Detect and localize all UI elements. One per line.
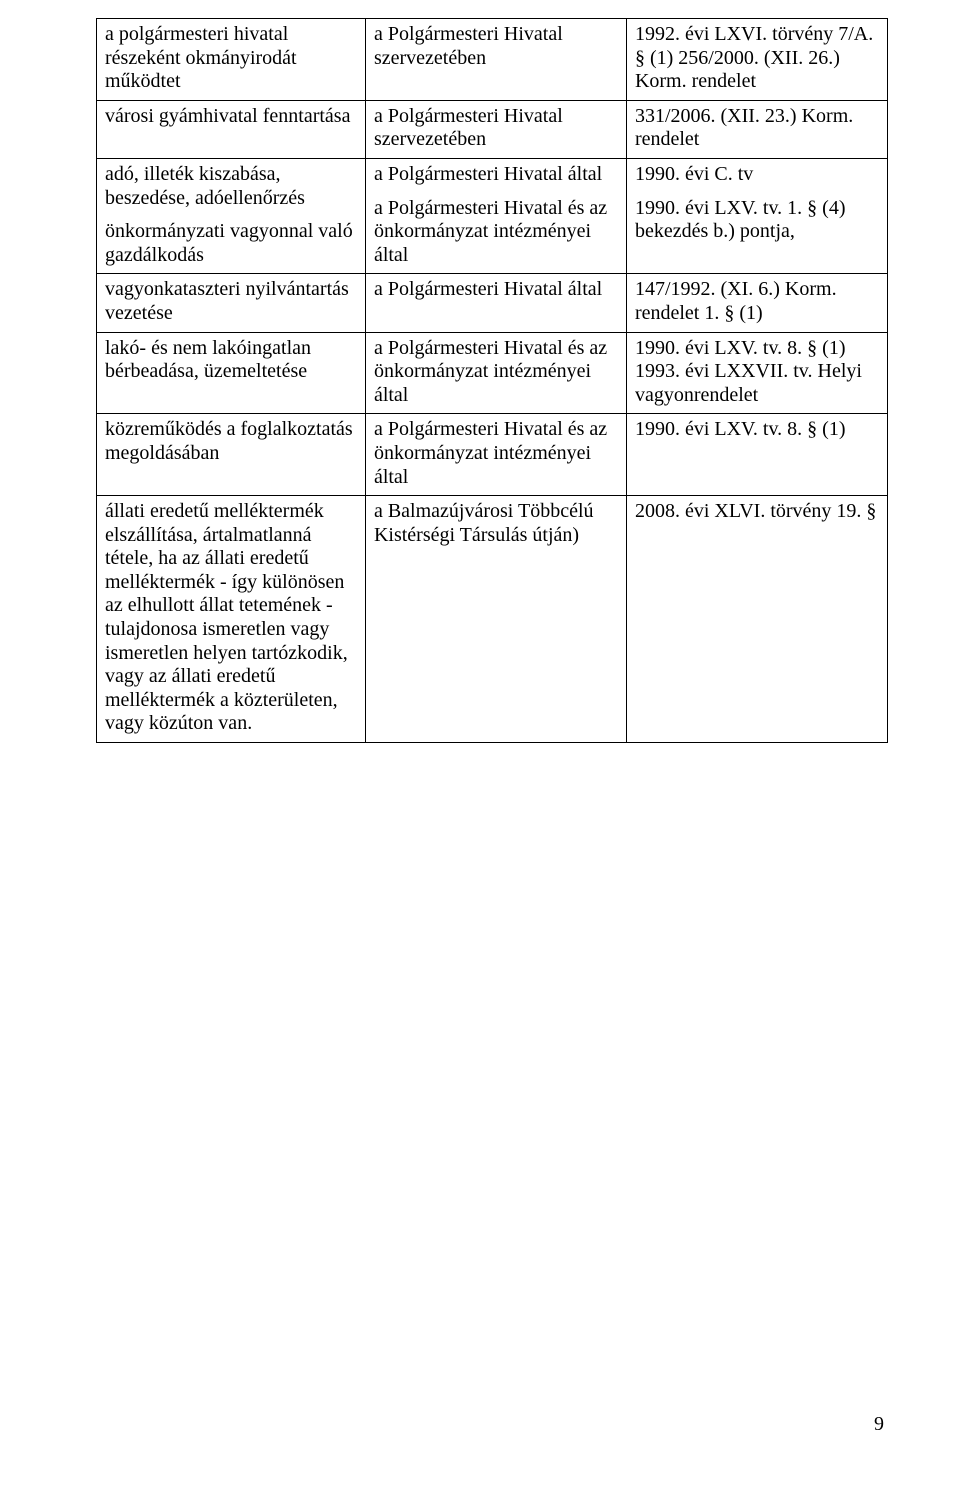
- table-cell: a Polgármesteri Hivatal és az önkormányz…: [365, 332, 626, 414]
- cell-block: a Polgármesteri Hivatal és az önkormányz…: [374, 197, 618, 268]
- table-cell: 2008. évi XLVI. törvény 19. §: [626, 496, 887, 743]
- table-cell: vagyonkataszteri nyilvántartás vezetése: [97, 274, 366, 332]
- table-cell: állati eredetű melléktermék elszállítása…: [97, 496, 366, 743]
- table-cell: a Balmazújvárosi Többcélú Kistérségi Tár…: [365, 496, 626, 743]
- table-cell: 1990. évi C. tv 1990. évi LXV. tv. 1. § …: [626, 158, 887, 273]
- table-cell: városi gyámhivatal fenntartása: [97, 100, 366, 158]
- table-row: lakó- és nem lakóingatlan bérbeadása, üz…: [97, 332, 888, 414]
- table-cell: 331/2006. (XII. 23.) Korm. rendelet: [626, 100, 887, 158]
- table-row: adó, illeték kiszabása, beszedése, adóel…: [97, 158, 888, 273]
- table-cell: 1990. évi LXV. tv. 8. § (1) 1993. évi LX…: [626, 332, 887, 414]
- page-number: 9: [874, 1413, 884, 1436]
- table-cell: 1990. évi LXV. tv. 8. § (1): [626, 414, 887, 496]
- main-table: a polgármesteri hivatal részeként okmány…: [96, 18, 888, 743]
- table-cell: a Polgármesteri Hivatal szervezetében: [365, 19, 626, 101]
- table-cell: a polgármesteri hivatal részeként okmány…: [97, 19, 366, 101]
- table-cell: adó, illeték kiszabása, beszedése, adóel…: [97, 158, 366, 273]
- cell-block: 1990. évi LXV. tv. 1. § (4) bekezdés b.)…: [635, 197, 879, 244]
- table-cell: lakó- és nem lakóingatlan bérbeadása, üz…: [97, 332, 366, 414]
- table-cell: 147/1992. (XI. 6.) Korm. rendelet 1. § (…: [626, 274, 887, 332]
- table-cell: 1992. évi LXVI. törvény 7/A. § (1) 256/2…: [626, 19, 887, 101]
- cell-block: 1990. évi C. tv: [635, 163, 879, 187]
- table-cell: a Polgármesteri Hivatal által a Polgárme…: [365, 158, 626, 273]
- table-cell: a Polgármesteri Hivatal által: [365, 274, 626, 332]
- table-row: a polgármesteri hivatal részeként okmány…: [97, 19, 888, 101]
- table-row: állati eredetű melléktermék elszállítása…: [97, 496, 888, 743]
- table-row: városi gyámhivatal fenntartása a Polgárm…: [97, 100, 888, 158]
- page-container: a polgármesteri hivatal részeként okmány…: [0, 0, 960, 1492]
- cell-block: a Polgármesteri Hivatal által: [374, 163, 618, 187]
- table-row: vagyonkataszteri nyilvántartás vezetése …: [97, 274, 888, 332]
- table-row: közreműködés a foglalkoztatás megoldásáb…: [97, 414, 888, 496]
- table-cell: a Polgármesteri Hivatal és az önkormányz…: [365, 414, 626, 496]
- table-cell: közreműködés a foglalkoztatás megoldásáb…: [97, 414, 366, 496]
- cell-block: önkormányzati vagyonnal való gazdálkodás: [105, 220, 357, 267]
- cell-block: adó, illeték kiszabása, beszedése, adóel…: [105, 163, 357, 210]
- table-cell: a Polgármesteri Hivatal szervezetében: [365, 100, 626, 158]
